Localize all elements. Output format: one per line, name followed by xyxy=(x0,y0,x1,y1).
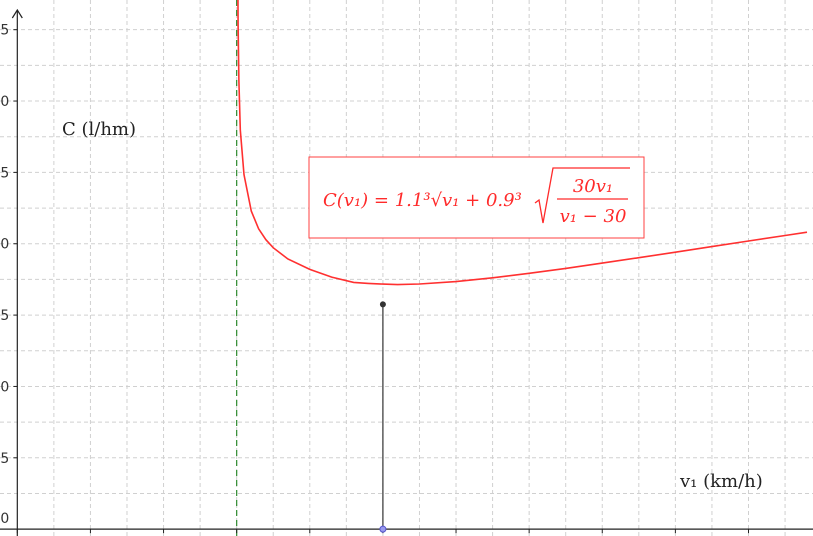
y-tick-label: 5 xyxy=(0,451,9,467)
tick-labels: 010203040506070809010005101520253035 xyxy=(0,23,9,527)
y-tick-label: 20 xyxy=(0,237,9,253)
y-tick-label: 30 xyxy=(0,94,9,110)
y-tick-label: 15 xyxy=(0,308,9,324)
axes xyxy=(0,8,813,536)
x-axis-label: v₁ (km/h) xyxy=(679,471,763,492)
marked-point-layer xyxy=(379,301,387,533)
formula-box-border xyxy=(308,156,645,239)
y-tick-label: 0 xyxy=(0,511,9,527)
formula-denominator: v₁ − 30 xyxy=(560,206,627,227)
y-tick-label: 25 xyxy=(0,165,9,181)
minimum-point xyxy=(379,301,386,308)
y-axis-label: C (l/hm) xyxy=(62,119,136,140)
y-axis-arrow xyxy=(11,8,23,19)
curve-layer xyxy=(237,0,808,286)
formula-lhs: C(v₁) = 1.1³√v₁ + 0.9³ xyxy=(323,190,522,211)
y-tick-label: 10 xyxy=(0,379,9,395)
radical-sign xyxy=(534,167,630,224)
axis-foot-point xyxy=(379,525,387,533)
function-curve xyxy=(237,0,808,286)
y-tick-label: 35 xyxy=(0,23,9,39)
formula-box: C(v₁) = 1.1³√v₁ + 0.9³ 30v₁ v₁ − 30 xyxy=(308,156,645,239)
formula-numerator: 30v₁ xyxy=(573,176,613,197)
